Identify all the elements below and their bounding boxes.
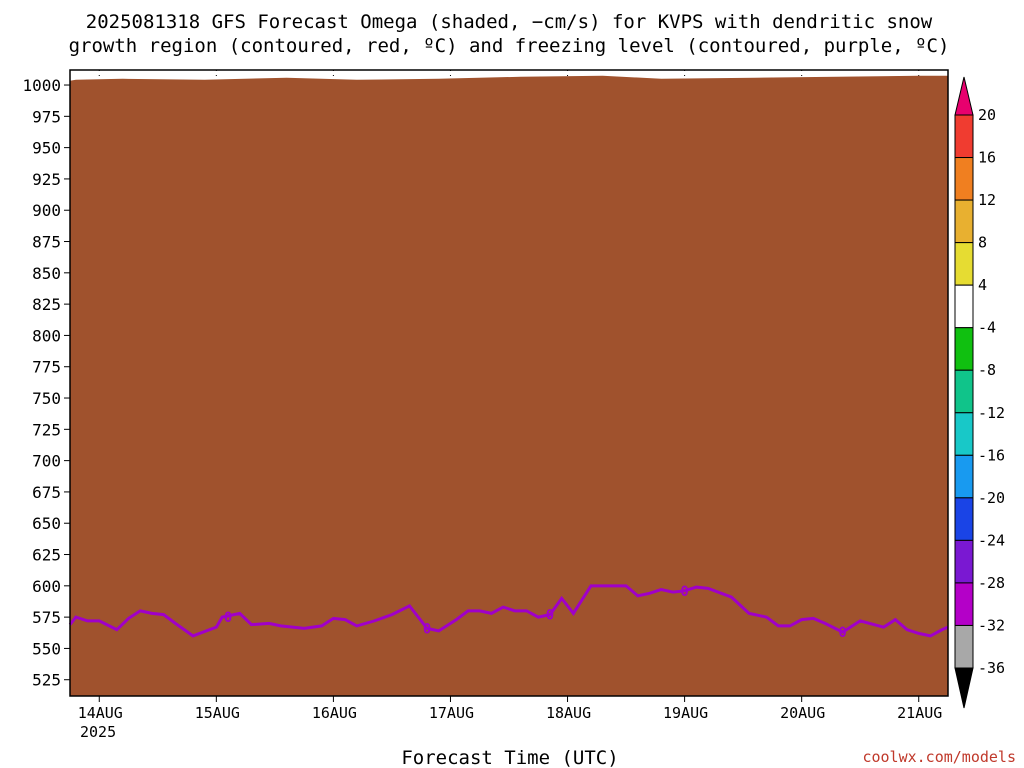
colorbar-swatch: [954, 242, 974, 286]
y-tick-label: 550: [32, 639, 61, 658]
colorbar-label: -32: [978, 616, 1005, 634]
y-tick-label: 700: [32, 452, 61, 471]
colorbar-swatch: [954, 539, 974, 584]
x-axis-ticks: 14AUG 15AUG 16AUG 17AUG 18AUG 19AUG 20AUG 21AUG: [78, 696, 942, 722]
year-label: 2025: [80, 723, 116, 741]
colorbar-label: -8: [978, 361, 996, 379]
colorbar-swatch: [954, 157, 974, 201]
x-tick-label: 16AUG: [312, 704, 357, 722]
plot-frame: [69, 69, 949, 697]
y-tick-label: 600: [32, 577, 61, 596]
colorbar-swatch: [954, 199, 974, 244]
x-axis-label: Forecast Time (UTC): [401, 747, 618, 768]
y-tick-label: 525: [32, 671, 61, 690]
colorbar-label: -20: [978, 489, 1005, 507]
chart-title-line2: growth region (contoured, red, ºC) and f…: [69, 35, 950, 57]
colorbar-swatch: [954, 454, 974, 499]
y-tick-label: 675: [32, 483, 61, 502]
x-tick-label: 19AUG: [663, 704, 708, 722]
x-tick-label: 14AUG: [78, 704, 123, 722]
colorbar: 20 16 12 8 4 -4 -8 -12 -16 -20 -24 -28 -32 -36: [954, 76, 1005, 709]
y-tick-label: 650: [32, 514, 61, 533]
x-tick-label: 17AUG: [429, 704, 474, 722]
y-tick-label: 975: [32, 107, 61, 126]
freezing-level-line: [68, 584, 949, 638]
colorbar-swatch: [954, 624, 974, 669]
y-tick-label: 1000: [22, 76, 61, 95]
colorbar-label: 8: [978, 234, 987, 252]
colorbar-swatch: [954, 284, 974, 329]
colorbar-label: -12: [978, 404, 1005, 422]
colorbar-swatch: [954, 114, 974, 159]
colorbar-label: -16: [978, 446, 1005, 464]
y-tick-label: 950: [32, 139, 61, 158]
y-tick-label: 800: [32, 326, 61, 345]
freezing-level-label: 0: [680, 584, 688, 600]
credit-text: coolwx.com/models: [862, 748, 1016, 766]
y-tick-label: 875: [32, 233, 61, 252]
colorbar-label: 12: [978, 191, 996, 209]
colorbar-label: -4: [978, 319, 996, 337]
colorbar-swatch: [954, 369, 974, 414]
colorbar-swatch: [954, 497, 974, 541]
y-tick-label: 575: [32, 608, 61, 627]
freezing-level-label: 0: [838, 625, 846, 641]
x-tick-label: 20AUG: [780, 704, 825, 722]
y-tick-label: 825: [32, 295, 61, 314]
freezing-level-label: 0: [423, 621, 431, 637]
colorbar-swatch: [954, 327, 974, 371]
colorbar-label: -36: [978, 659, 1005, 677]
x-tick-label: 15AUG: [195, 704, 240, 722]
colorbar-label: 20: [978, 106, 996, 124]
colorbar-label: -28: [978, 574, 1005, 592]
freezing-level-label: 0: [546, 608, 554, 624]
colorbar-label: 4: [978, 276, 987, 294]
colorbar-bottom-arrow: [954, 667, 974, 709]
y-tick-label: 900: [32, 201, 61, 220]
y-tick-label: 725: [32, 420, 61, 439]
y-tick-label: 750: [32, 389, 61, 408]
terrain-surface: [70, 75, 948, 697]
y-tick-label: 925: [32, 170, 61, 189]
y-axis-ticks: 525 550 575 600 625 650 675 700 725 750 775 800 825 8…: [22, 76, 70, 690]
freezing-level-labels: 0 0 0 0 0: [224, 584, 847, 641]
x-tick-label: 18AUG: [546, 704, 591, 722]
chart-title-line1: 2025081318 GFS Forecast Omega (shaded, −…: [86, 11, 933, 33]
colorbar-swatch: [954, 582, 974, 626]
colorbar-top-arrow: [954, 76, 974, 116]
y-tick-label: 850: [32, 264, 61, 283]
y-tick-label: 775: [32, 358, 61, 377]
y-tick-label: 625: [32, 546, 61, 565]
colorbar-swatch: [954, 412, 974, 456]
freezing-level-label: 0: [224, 610, 232, 626]
x-tick-label: 21AUG: [897, 704, 942, 722]
colorbar-label: -24: [978, 531, 1005, 549]
colorbar-label: 16: [978, 149, 996, 167]
